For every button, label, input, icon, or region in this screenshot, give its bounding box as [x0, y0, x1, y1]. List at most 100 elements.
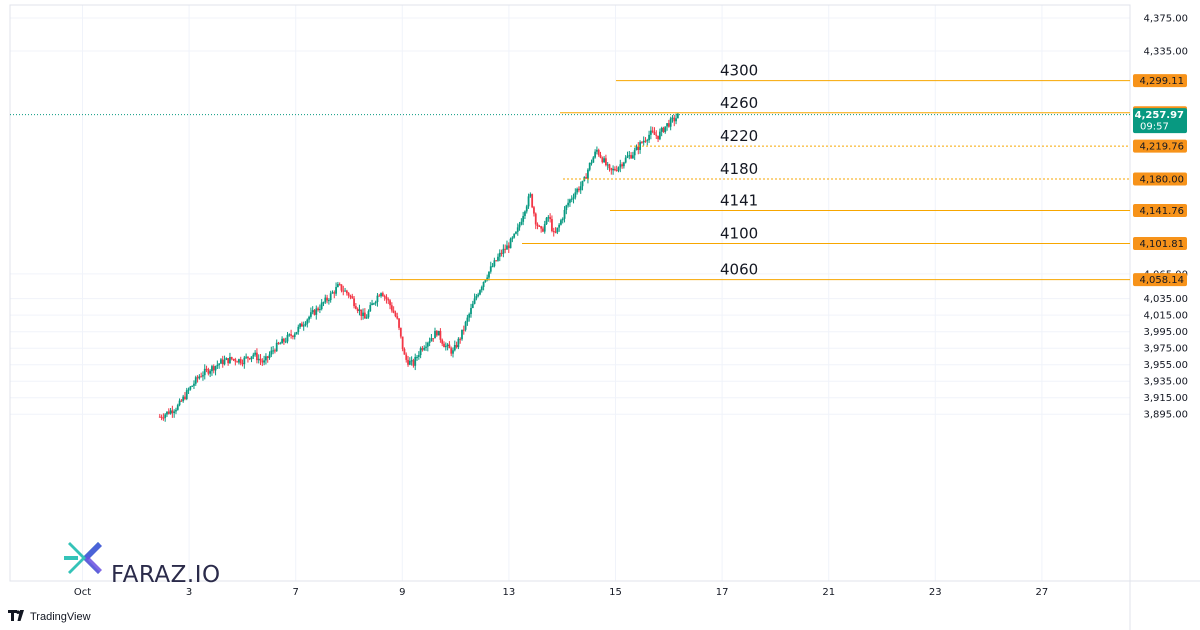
candle-body [513, 233, 516, 238]
candle-body [498, 252, 501, 257]
candle-body [518, 224, 521, 228]
candle-body [509, 238, 512, 249]
candle-body [444, 345, 447, 348]
candle-body [365, 317, 368, 319]
candle-body [225, 358, 228, 360]
candle-body [297, 326, 300, 333]
candle-body [205, 368, 208, 370]
candle-body [565, 205, 568, 210]
candle-body [631, 155, 634, 159]
candle-body [173, 411, 176, 414]
faraz-logo: FARAZ.IO [64, 542, 221, 588]
candle-body [470, 307, 472, 315]
candle-body [333, 292, 336, 294]
candle-body [585, 177, 588, 179]
candle-body [189, 386, 192, 390]
candle-body [410, 360, 413, 362]
candle-body [635, 146, 638, 151]
candle-body [426, 342, 429, 347]
candle-body [256, 352, 258, 361]
candle-body [601, 157, 604, 163]
candle-body [229, 357, 231, 364]
candle-body [453, 344, 456, 351]
candle-body [212, 366, 215, 371]
candle-body [362, 312, 364, 317]
y-tick-label: 3,975.00 [1143, 344, 1188, 355]
candle-body [428, 341, 431, 343]
candle-body [554, 231, 557, 233]
countdown-text: 09:57 [1140, 122, 1169, 133]
candle-body [292, 335, 294, 337]
level-lines: 4300 4260 4220 4180 4141 4100 4060 [390, 62, 1130, 281]
candle-body [640, 142, 643, 144]
candle-body [563, 209, 566, 219]
candle-body [175, 409, 177, 412]
candle-body [196, 377, 199, 379]
candle-body [387, 299, 390, 301]
candle-body [455, 344, 458, 348]
candle-body [194, 377, 197, 384]
candle-body [630, 155, 632, 159]
candle-body [547, 217, 550, 219]
candle-body [342, 290, 345, 292]
tradingview-icon [8, 610, 24, 621]
x-tick-label: 13 [503, 587, 516, 598]
y-tick-label: 4,335.00 [1143, 47, 1188, 58]
candle-body [658, 131, 661, 140]
candle-body [639, 142, 641, 150]
price-tag-text-4300: 4,299.11 [1139, 76, 1184, 87]
candle-body [660, 127, 663, 132]
candle-body [389, 300, 391, 306]
candle-body [570, 198, 573, 200]
candle-body [367, 311, 370, 318]
candle-body [644, 140, 647, 142]
candle-body [558, 224, 561, 228]
candle-body [227, 358, 230, 364]
candle-body [202, 375, 204, 377]
candle-body [603, 158, 606, 163]
candle-body [657, 135, 659, 140]
candle-body [504, 248, 507, 250]
candle-body [572, 197, 575, 199]
candle-body [525, 206, 528, 212]
price-tag-4060 [1133, 273, 1187, 287]
price-tags: 4,299.114,260.224,219.764,180.004,141.76… [1133, 74, 1187, 287]
candle-body [533, 207, 535, 214]
time-axis[interactable]: Oct 3 7 9 13 15 17 21 23 27 [74, 587, 1048, 598]
candle-body [666, 123, 668, 127]
candle-body [667, 123, 670, 127]
candle-body [605, 158, 607, 166]
candle-body [430, 338, 433, 342]
candle-body [311, 310, 314, 313]
candle-body [567, 202, 570, 206]
candle-body [628, 155, 631, 157]
candle-body [648, 134, 650, 141]
candle-body [268, 354, 271, 358]
price-tag-text-4180: 4,180.00 [1139, 174, 1184, 185]
candle-body [540, 226, 543, 229]
level-label-4060: 4060 [720, 261, 758, 279]
candle-body [243, 357, 246, 365]
x-tick-label: 21 [822, 587, 835, 598]
price-axis[interactable]: 4,375.004,335.004,065.004,035.004,015.00… [1143, 14, 1188, 421]
candle-body [380, 293, 382, 297]
candle-body [221, 359, 224, 365]
candle-body [576, 188, 579, 193]
candle-body [239, 359, 242, 364]
y-tick-label: 3,915.00 [1143, 393, 1188, 404]
faraz-logo-text: FARAZ.IO [111, 562, 221, 588]
candle-body [191, 385, 194, 387]
candle-body [621, 164, 623, 167]
tradingview-watermark[interactable]: TradingView [8, 610, 91, 623]
candle-body [329, 293, 332, 301]
candle-body [495, 260, 498, 262]
y-tick-label: 4,035.00 [1143, 294, 1188, 305]
candle-body [360, 309, 363, 317]
candle-body [160, 416, 163, 418]
candle-body [676, 113, 679, 119]
candle-body [594, 151, 597, 158]
candle-body [624, 157, 627, 163]
candle-body [252, 354, 255, 357]
candle-body [230, 357, 233, 359]
